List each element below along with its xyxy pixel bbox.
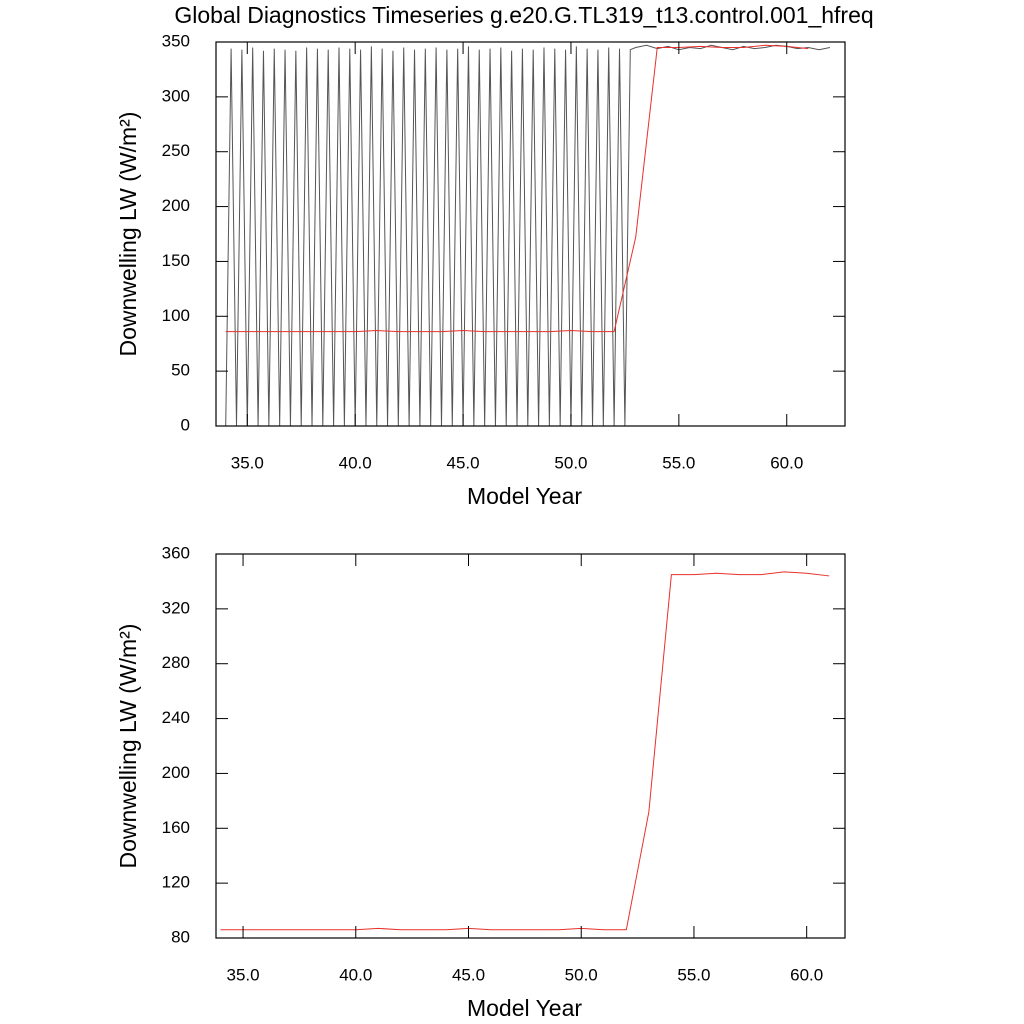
x-tick-label: 60.0 (770, 453, 803, 472)
x-tick-label: 40.0 (339, 453, 372, 472)
y-tick-label: 200 (162, 763, 190, 782)
data-line (225, 44, 830, 426)
y-tick-label: 100 (162, 306, 190, 325)
plot-frame (215, 553, 846, 939)
data-line (225, 44, 809, 333)
x-tick-label: 50.0 (554, 453, 587, 472)
x-tick-label: 55.0 (662, 453, 695, 472)
y-axis-label: Downwelling LW (W/m²) (115, 624, 141, 869)
x-tick-label: 55.0 (677, 965, 710, 984)
y-tick-label: 150 (162, 251, 190, 270)
y-tick-label: 0 (181, 415, 190, 434)
y-tick-label: 200 (162, 196, 190, 215)
x-tick-label: 60.0 (790, 965, 823, 984)
x-tick-label: 35.0 (231, 453, 264, 472)
y-tick-label: 250 (162, 141, 190, 160)
x-tick-label: 40.0 (339, 965, 372, 984)
y-tick-label: 160 (162, 818, 190, 837)
y-tick-label: 240 (162, 708, 190, 727)
y-tick-label: 80 (171, 927, 190, 946)
y-tick-label: 50 (171, 361, 190, 380)
x-tick-label: 45.0 (447, 453, 480, 472)
data-line (220, 571, 830, 931)
y-tick-label: 300 (162, 86, 190, 105)
y-tick-label: 120 (162, 873, 190, 892)
x-axis-label: Model Year (467, 995, 582, 1021)
y-tick-label: 350 (162, 31, 190, 50)
y-tick-label: 360 (162, 543, 190, 562)
x-tick-label: 45.0 (452, 965, 485, 984)
y-tick-label: 280 (162, 653, 190, 672)
chart-title: Global Diagnostics Timeseries g.e20.G.TL… (174, 2, 873, 28)
x-tick-label: 50.0 (565, 965, 598, 984)
x-axis-label: Model Year (467, 483, 582, 509)
y-tick-label: 320 (162, 598, 190, 617)
plot-frame (215, 41, 846, 427)
x-tick-label: 35.0 (227, 965, 260, 984)
y-axis-label: Downwelling LW (W/m²) (115, 112, 141, 357)
